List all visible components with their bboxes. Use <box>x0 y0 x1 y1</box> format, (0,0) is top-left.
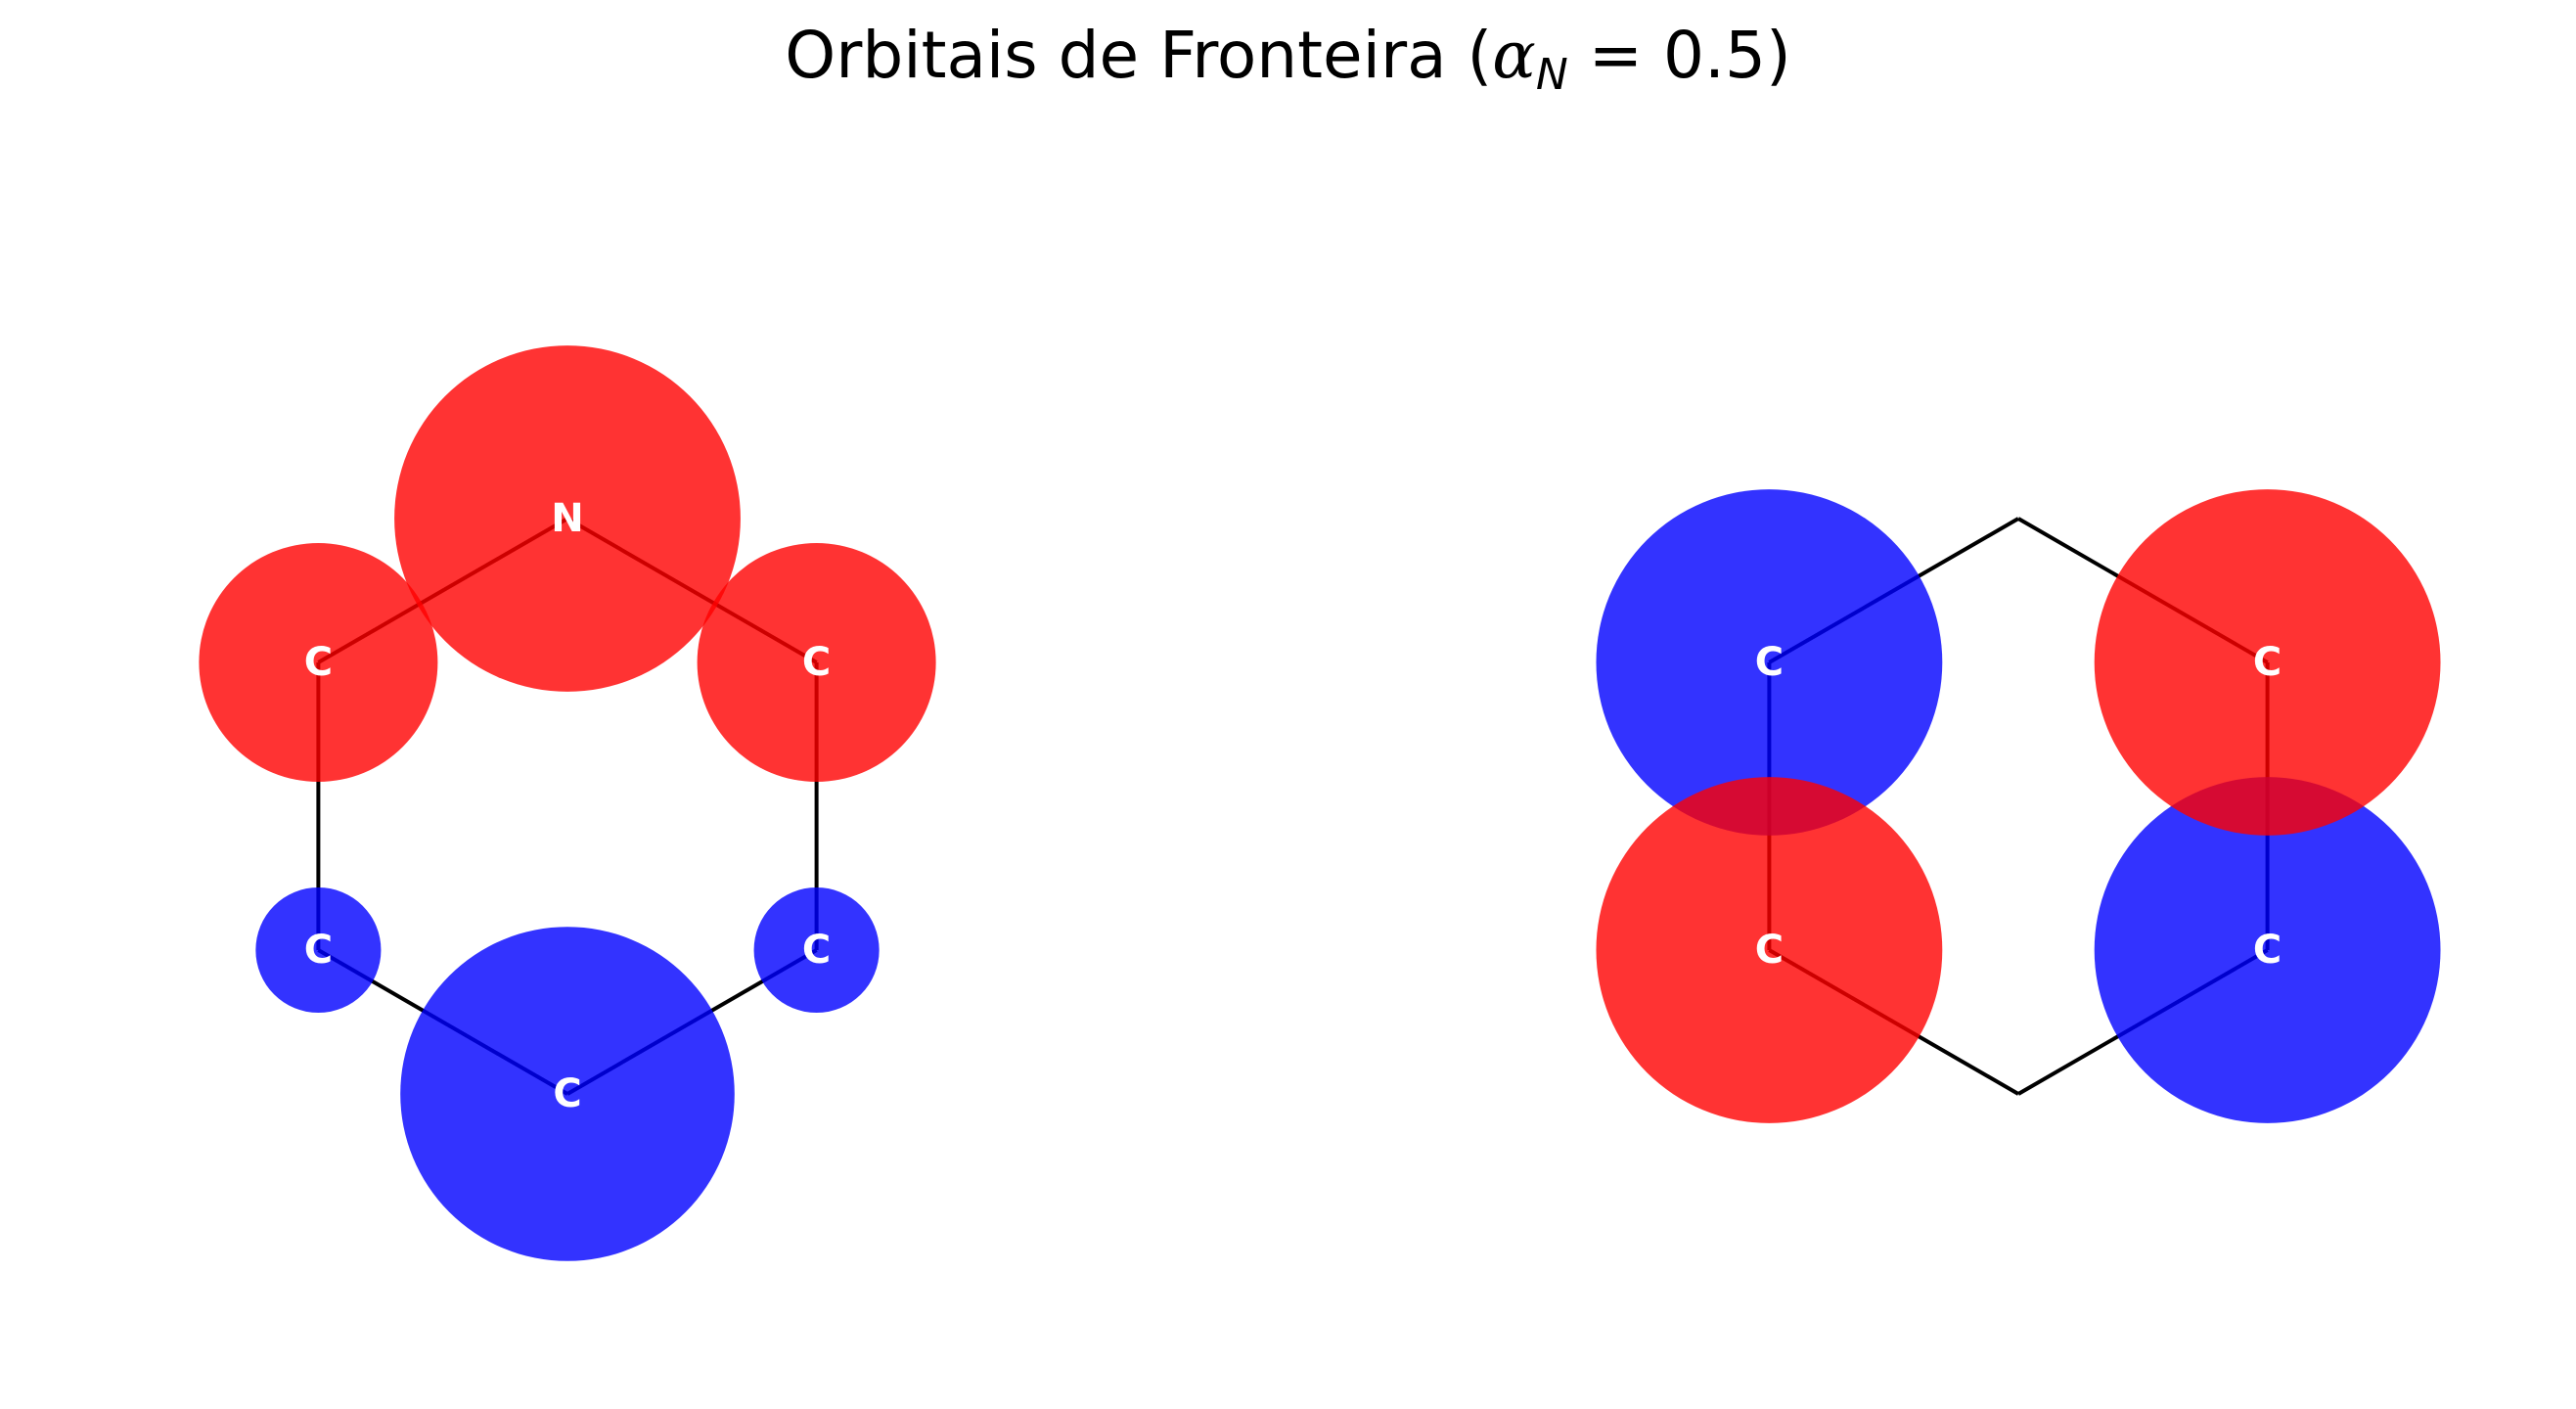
lobe-negative-0-3 <box>400 927 735 1261</box>
lobe-negative-1-4 <box>2094 777 2441 1123</box>
lobe-negative-0-4 <box>753 886 880 1014</box>
atom-label-0-3: C <box>553 1071 581 1116</box>
lobe-negative-0-2 <box>255 886 382 1014</box>
molecule-homo: C C C C <box>1596 489 2441 1123</box>
atom-label-1-5: C <box>2253 640 2282 685</box>
title-text: Orbitais de Fronteira ( <box>785 18 1493 93</box>
lobe-positive-1-2 <box>1596 777 1943 1123</box>
lobe-positive-0-5 <box>697 543 936 782</box>
title-alpha: α <box>1492 18 1536 93</box>
title-subscript: N <box>1535 50 1568 100</box>
atom-label-0-5: C <box>802 640 831 685</box>
atom-label-1-4: C <box>2253 928 2282 973</box>
figure-title: Orbitais de Fronteira (αN = 0.5) <box>0 18 2576 100</box>
lobe-positive-1-5 <box>2094 489 2441 836</box>
atom-label-0-4: C <box>802 928 831 973</box>
atom-label-0-0: N <box>551 496 583 541</box>
atom-label-0-2: C <box>304 928 333 973</box>
atom-label-1-1: C <box>1755 640 1784 685</box>
title-equals: = 0.5 <box>1567 18 1766 93</box>
atom-label-1-2: C <box>1755 928 1784 973</box>
lobe-negative-1-1 <box>1596 489 1943 836</box>
lobe-positive-0-1 <box>199 543 438 782</box>
lobe-positive-0-0 <box>394 345 741 692</box>
molecule-pyridine: N C C C C C <box>199 345 936 1261</box>
title-close: ) <box>1766 18 1791 93</box>
atom-label-0-1: C <box>304 640 333 685</box>
